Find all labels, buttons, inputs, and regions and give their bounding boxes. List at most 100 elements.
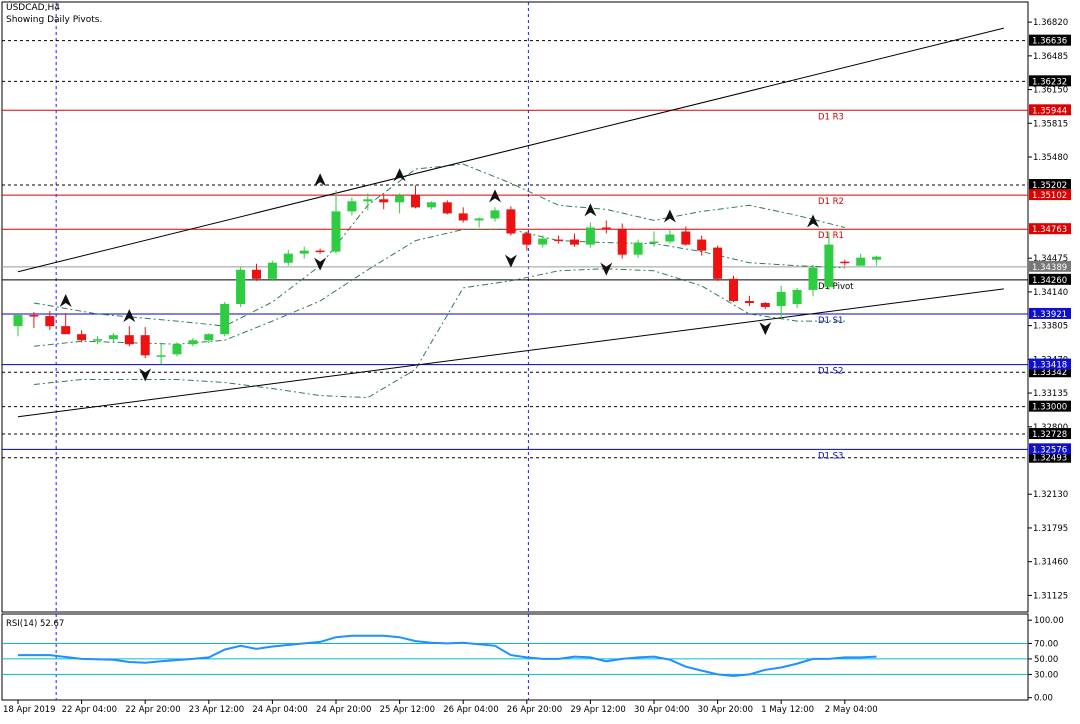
dashed-level-box-bg	[1029, 400, 1071, 412]
rsi-tick-label: 100.00	[1034, 616, 1064, 626]
candle-body	[331, 211, 341, 252]
time-tick-label: 24 Apr 04:00	[252, 705, 307, 715]
dashed-level-box: 1.35202	[1032, 181, 1067, 191]
upper-envelope	[33, 163, 845, 327]
candle-body	[77, 334, 87, 341]
price-tick-label: 1.31795	[1033, 524, 1068, 534]
dashed-level-box-bg	[1029, 75, 1071, 87]
fractal-up-arrow	[59, 294, 72, 308]
rsi-line	[18, 634, 877, 678]
dashed-level-box-bg	[1029, 34, 1071, 46]
candle-body	[744, 300, 754, 303]
fractal-up-arrow	[807, 214, 819, 228]
time-tick-label: 1 May 12:00	[761, 705, 814, 715]
candle-body	[792, 289, 802, 304]
rsi-tick-label: 30.00	[1034, 670, 1058, 680]
candle-body	[840, 261, 850, 264]
dashed-level-box: 1.36232	[1032, 77, 1067, 87]
pivot-level-box: 1.34260	[1032, 276, 1067, 286]
dashed-level-box: 1.33342	[1032, 368, 1067, 378]
trend-line	[17, 288, 1004, 418]
candle-body	[395, 195, 405, 203]
candle-body	[188, 340, 198, 345]
time-tick-label: 22 Apr 04:00	[62, 705, 117, 715]
pivot-level-box-bg	[1029, 104, 1071, 116]
candle-body	[236, 269, 246, 304]
candle-body	[315, 250, 325, 253]
price-tick-label: 1.33135	[1033, 389, 1068, 399]
candle-body	[442, 202, 452, 214]
time-tick-label: 24 Apr 20:00	[316, 705, 371, 715]
fractal-up-arrow	[489, 189, 501, 203]
price-tick-label: 1.36820	[1033, 18, 1068, 28]
candle-body	[570, 239, 579, 245]
candle-body	[490, 210, 500, 219]
pivot-level-box: 1.33921	[1032, 310, 1067, 320]
candle-body	[61, 326, 71, 335]
lower-envelope	[33, 268, 845, 399]
dashed-level-box: 1.32493	[1032, 454, 1067, 464]
candle-body	[617, 229, 627, 255]
chart-subtitle: Showing Daily Pivots.	[6, 15, 103, 25]
pivot-level-box-bg	[1029, 223, 1071, 235]
candle-body	[29, 315, 39, 317]
fractal-up-arrow	[123, 309, 136, 323]
candle-body	[760, 302, 770, 307]
rsi-tick-label: 70.00	[1034, 639, 1058, 649]
candle-body	[665, 234, 675, 242]
candle-body	[506, 209, 516, 234]
trend-line	[17, 27, 1004, 273]
candle-body	[299, 250, 309, 254]
current-price-box: 1.34389	[1032, 263, 1067, 273]
candle-body	[108, 335, 118, 340]
candle-body	[554, 239, 564, 242]
fractal-down-arrow	[504, 254, 517, 268]
time-tick-label: 23 Apr 12:00	[189, 705, 244, 715]
candle-body	[45, 316, 55, 327]
candle-body	[856, 257, 866, 266]
candle-body	[252, 269, 261, 279]
candle-body	[872, 256, 882, 260]
fractal-up-arrow	[314, 173, 327, 187]
dashed-level-box: 1.33000	[1032, 403, 1067, 413]
price-tick-label: 1.31460	[1033, 558, 1068, 568]
candle-body	[474, 218, 484, 221]
candle-body	[140, 335, 150, 356]
pivot-level-label: D1 R3	[818, 112, 844, 122]
dashed-level-box-bg	[1029, 428, 1071, 440]
time-tick-label: 30 Apr 04:00	[634, 705, 689, 715]
fractal-down-arrow	[139, 368, 152, 382]
dashed-level-box: 1.36636	[1032, 37, 1067, 47]
price-tick-label: 1.33805	[1033, 322, 1068, 332]
price-tick-label: 1.35815	[1033, 119, 1068, 129]
candle-body	[522, 233, 532, 245]
candle-body	[824, 244, 834, 287]
rsi-tick-label: 50.00	[1034, 655, 1058, 665]
rsi-panel-frame	[1, 613, 1029, 701]
dashed-level-box-bg	[1029, 179, 1071, 190]
candle-body	[808, 267, 818, 290]
time-tick-label: 26 Apr 20:00	[507, 705, 562, 715]
pivot-level-label: D1 R1	[818, 231, 844, 241]
time-tick-label: 2 May 04:00	[825, 705, 878, 715]
pivot-level-box-bg	[1029, 443, 1071, 455]
candle-body	[697, 239, 707, 251]
candle-body	[267, 262, 277, 279]
fractal-down-arrow	[759, 322, 772, 336]
dashed-level-box: 1.32728	[1032, 430, 1067, 440]
time-tick-label: 26 Apr 04:00	[443, 705, 498, 715]
candle-body	[204, 334, 214, 341]
candle-body	[13, 315, 23, 327]
candle-body	[538, 238, 548, 245]
candle-body	[220, 303, 230, 335]
candle-body	[458, 213, 468, 221]
price-tick-label: 1.35480	[1033, 153, 1068, 163]
pivot-level-box-bg	[1029, 307, 1071, 319]
pivot-level-box: 1.34763	[1032, 225, 1067, 235]
price-tick-label: 1.34140	[1033, 288, 1068, 298]
chart-title: USDCAD,H4	[6, 3, 60, 13]
candle-body	[601, 227, 611, 230]
fractal-up-arrow	[393, 168, 406, 182]
rsi-title: RSI(14) 52.67	[6, 619, 64, 629]
pivot-level-box: 1.35944	[1032, 106, 1067, 116]
